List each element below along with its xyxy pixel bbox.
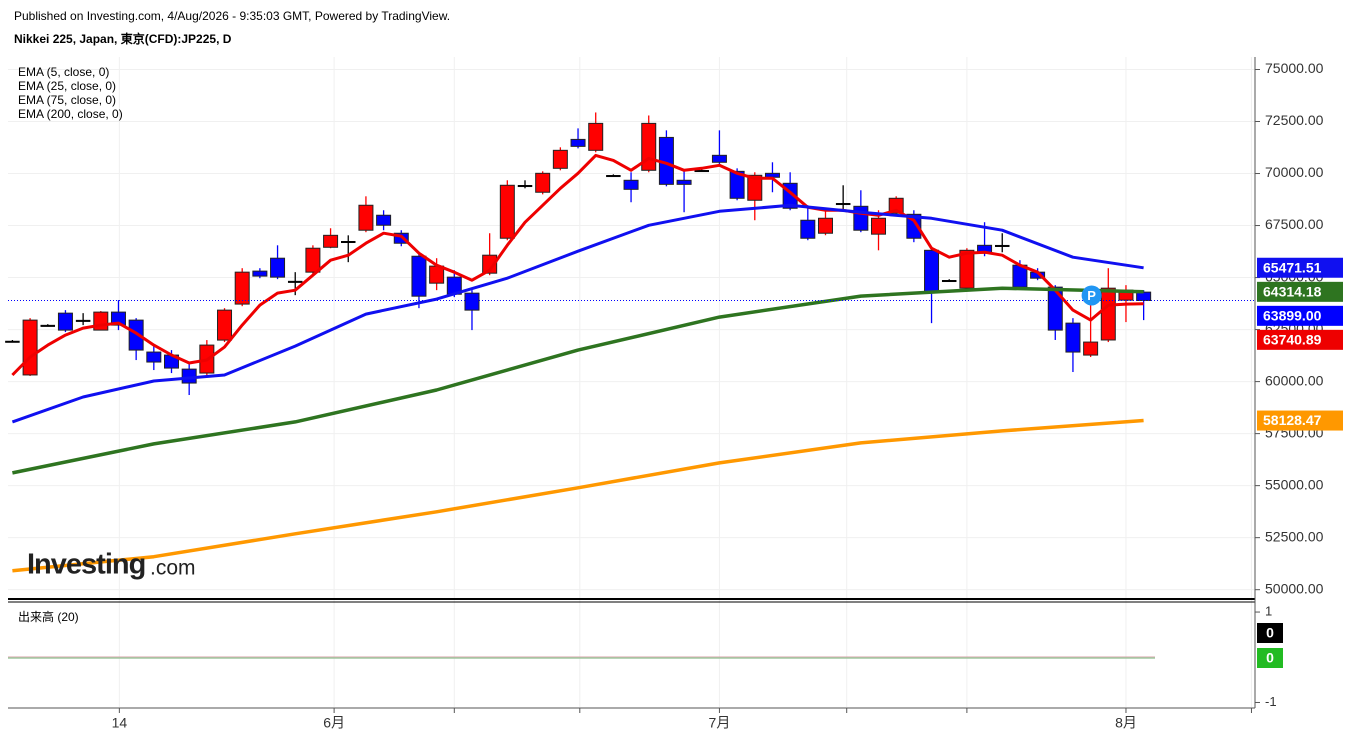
candle-body (1047, 286, 1063, 331)
candle-body (323, 234, 339, 248)
chart-title: Nikkei 225, Japan, 東京(CFD):JP225, D (14, 31, 232, 46)
candle-body (411, 255, 427, 297)
plot (5, 112, 1255, 659)
candle-body (535, 172, 551, 193)
candle-body (217, 309, 233, 341)
y-tick-label: 67500.00 (1265, 216, 1324, 232)
candle-body (606, 175, 621, 178)
candle-body (22, 319, 38, 376)
x-tick-label: 6月 (323, 715, 345, 731)
candle-body (817, 217, 833, 234)
badge-label: P (1087, 288, 1096, 303)
x-tick-label: 8月 (1115, 715, 1137, 731)
ema-line (11, 203, 1144, 424)
candle-body (252, 270, 268, 277)
y-tick-label: 60000.00 (1265, 372, 1324, 388)
candle-body (1065, 322, 1081, 353)
legend-entry: EMA (75, close, 0) (18, 93, 116, 107)
candle-body (623, 179, 639, 190)
candle-body (57, 312, 73, 331)
legend-entry: EMA (25, close, 0) (18, 79, 116, 93)
volume-title: 出来高 (20) (18, 609, 79, 624)
y-tick-label: 75000.00 (1265, 60, 1324, 76)
candle-body (517, 185, 533, 188)
legend-entry: EMA (200, close, 0) (18, 107, 123, 121)
candle-body (941, 280, 957, 283)
volume-tick-label: -1 (1265, 694, 1277, 709)
candle-body (499, 184, 515, 239)
candle-body (729, 170, 745, 199)
price-label: 63899.00 (1263, 308, 1322, 324)
y-tick-label: 50000.00 (1265, 580, 1324, 596)
ema-line (12, 286, 1144, 475)
candle-body (128, 319, 144, 351)
candle-body (694, 170, 710, 173)
candle-body (906, 213, 922, 239)
candle-body (959, 249, 975, 289)
candle-body (871, 217, 887, 235)
y-tick-label: 72500.00 (1265, 112, 1324, 128)
candle-body (287, 280, 303, 283)
candle-body (994, 244, 1010, 247)
candle-body (376, 214, 392, 226)
badge (1081, 285, 1102, 306)
candle-body (482, 254, 498, 274)
price-label-box (1257, 305, 1343, 326)
x-tick-label: 7月 (709, 715, 731, 731)
candle-body (464, 292, 480, 311)
candle-body (588, 122, 604, 151)
watermark: .com (150, 557, 196, 580)
watermark: Investing (27, 549, 145, 581)
x-tick-label: 14 (112, 715, 128, 731)
candle-body (1136, 291, 1152, 301)
ema-line (12, 418, 1144, 573)
candle-body (853, 205, 869, 231)
candle-body (341, 241, 356, 244)
price-label: 63740.89 (1263, 332, 1322, 348)
price-label-box (1257, 410, 1343, 431)
price-label: 58128.47 (1263, 412, 1322, 428)
candle-body (5, 340, 20, 343)
candle-body (800, 219, 816, 239)
y-tick-label: 70000.00 (1265, 164, 1324, 180)
candle-body (552, 149, 568, 169)
candle-body (110, 311, 126, 326)
price-label-box (1257, 329, 1343, 350)
candle-body (1100, 287, 1116, 341)
price-label: 65471.51 (1263, 259, 1322, 275)
legend-entry: EMA (5, close, 0) (18, 65, 109, 79)
candle-body (358, 204, 374, 231)
y-tick-label: 55000.00 (1265, 476, 1324, 492)
candle-body (305, 247, 321, 273)
price-label-box (1257, 281, 1343, 302)
candle-body (40, 324, 56, 327)
candle-body (270, 257, 286, 278)
volume-value: 0 (1266, 625, 1274, 641)
candle-body (1083, 341, 1099, 356)
price-label-box (1257, 257, 1343, 278)
ema-line (11, 153, 1144, 377)
candle-body (924, 249, 940, 293)
volume-value-box (1257, 623, 1283, 643)
candle-body (234, 271, 250, 305)
candle-body (711, 154, 727, 163)
y-tick-label: 52500.00 (1265, 528, 1324, 544)
candle-body (146, 351, 162, 363)
candle-body (676, 179, 692, 185)
volume-tick-label: 1 (1265, 603, 1272, 618)
candle-body (764, 172, 780, 178)
candle-body (835, 203, 851, 206)
volume-value: 0 (1266, 650, 1274, 666)
publish-note: Published on Investing.com, 4/Aug/2026 -… (14, 9, 450, 23)
price-label: 64314.18 (1263, 284, 1322, 300)
candle-body (747, 174, 763, 201)
volume-value-box (1257, 648, 1283, 668)
candle-body (75, 319, 91, 322)
candle-body (570, 138, 586, 147)
candle-body (888, 197, 904, 214)
